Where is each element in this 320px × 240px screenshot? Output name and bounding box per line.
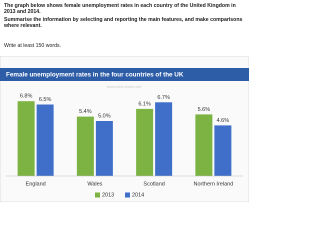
chart-title: Female unemployment rates in the four co… bbox=[6, 72, 184, 79]
title-band bbox=[0, 68, 249, 81]
legend-swatch bbox=[125, 192, 130, 198]
value-label: 6.5% bbox=[39, 97, 52, 103]
bar bbox=[214, 125, 232, 176]
task-instruction: Summarise the information by selecting a… bbox=[4, 17, 243, 30]
x-tick-label: Northern Ireland bbox=[194, 181, 234, 187]
legend-label: 2014 bbox=[132, 192, 144, 198]
value-label: 5.6% bbox=[198, 107, 211, 113]
page: The graph below shows female unemploymen… bbox=[0, 3, 249, 202]
x-tick-label: England bbox=[26, 181, 46, 187]
bar bbox=[76, 116, 94, 176]
watermark: www.ielts-exam.net bbox=[107, 84, 142, 89]
bar bbox=[155, 102, 173, 176]
legend-swatch bbox=[95, 192, 100, 198]
x-tick-label: Scotland bbox=[143, 181, 164, 187]
value-label: 5.4% bbox=[79, 109, 92, 115]
task-description: The graph below shows female unemploymen… bbox=[4, 3, 236, 16]
legend-label: 2013 bbox=[102, 192, 114, 198]
value-label: 6.1% bbox=[138, 101, 151, 107]
bar bbox=[136, 108, 154, 176]
value-label: 6.8% bbox=[20, 94, 33, 100]
bar bbox=[195, 114, 213, 176]
value-label: 6.7% bbox=[157, 95, 170, 101]
value-label: 5.0% bbox=[98, 113, 111, 119]
bar bbox=[17, 101, 35, 176]
chart: Female unemployment rates in the four co… bbox=[0, 56, 249, 202]
value-label: 4.6% bbox=[217, 118, 230, 124]
bar bbox=[36, 104, 54, 176]
x-tick-label: Wales bbox=[87, 181, 102, 187]
word-count: Write at least 150 words. bbox=[4, 43, 61, 49]
bar bbox=[95, 121, 113, 176]
